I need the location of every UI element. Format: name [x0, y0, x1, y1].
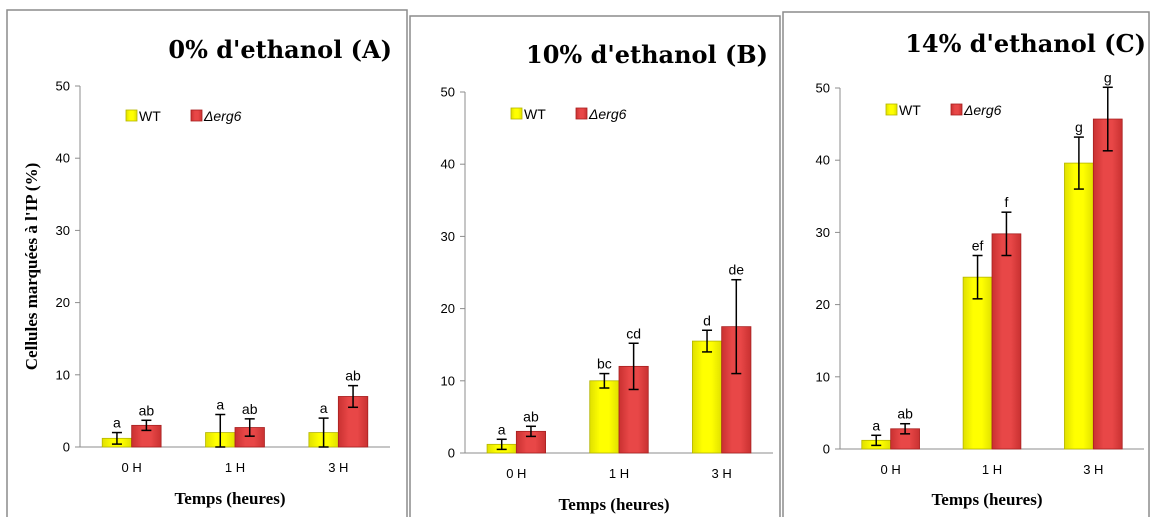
x-axis-title: Temps (heures): [932, 490, 1043, 509]
legend-label-erg6: Δerg6: [588, 106, 627, 122]
legend-swatch-erg6: [190, 109, 203, 122]
chart-panel-c: 14% d'ethanol (C) 0 10 20 30 40 50 Temps (heure…: [782, 11, 1150, 517]
legend-swatch-wt: [125, 109, 138, 122]
significance-label: d: [703, 312, 711, 328]
legend-label-wt: WT: [899, 102, 921, 118]
significance-label: a: [216, 397, 224, 413]
significance-label: ab: [897, 406, 913, 422]
y-tick-label: 20: [816, 297, 830, 312]
bar-wt: [1064, 162, 1094, 450]
x-tick-label: 1 H: [609, 466, 629, 481]
legend: WT Δerg6: [885, 102, 1002, 118]
y-tick-label: 40: [56, 151, 70, 166]
significance-label: cd: [626, 325, 641, 341]
significance-label: g: [1075, 119, 1083, 135]
legend-label-erg6: Δerg6: [963, 102, 1002, 118]
chart-panel-a: 0% d'ethanol (A) 0 10 20 30 40 50 Cellules marq…: [6, 9, 408, 517]
significance-label: g: [1104, 69, 1112, 85]
x-tick-label: 0 H: [881, 462, 901, 477]
bar-wt: [962, 276, 993, 450]
legend-label-wt: WT: [524, 106, 546, 122]
y-tick-label: 20: [56, 295, 70, 310]
legend-swatch-erg6: [575, 107, 588, 120]
y-tick-label: 30: [816, 225, 830, 240]
legend-label-wt: WT: [139, 108, 161, 124]
bar-erg6: [991, 233, 1022, 450]
y-tick-label: 50: [56, 79, 70, 94]
panel-title: 0% d'ethanol (A): [168, 35, 392, 64]
y-tick-label: 10: [56, 367, 70, 382]
x-tick-label: 3 H: [328, 460, 348, 475]
panel-title: 10% d'ethanol (B): [526, 40, 768, 69]
panel-frame: [6, 9, 408, 517]
y-tick-label: 0: [448, 446, 455, 461]
y-tick-label: 10: [816, 369, 830, 384]
panel-frame: [409, 15, 781, 517]
y-tick-label: 30: [56, 223, 70, 238]
legend-label-erg6: Δerg6: [203, 108, 242, 124]
significance-label: a: [320, 400, 328, 416]
x-tick-label: 3 H: [1083, 462, 1103, 477]
significance-label: ab: [523, 408, 539, 424]
y-tick-label: 50: [441, 85, 455, 100]
chart-panel-b: 10% d'ethanol (B) 0 10 20 30 40 50 Temps (heure…: [409, 15, 781, 517]
significance-label: ab: [242, 401, 258, 417]
significance-label: ab: [139, 402, 155, 418]
legend: WT Δerg6: [125, 108, 242, 124]
legend-swatch-erg6: [950, 103, 963, 116]
y-tick-label: 10: [441, 373, 455, 388]
y-tick-label: 50: [816, 81, 830, 96]
x-tick-label: 0 H: [506, 466, 526, 481]
significance-label: bc: [597, 356, 612, 372]
x-tick-label: 3 H: [712, 466, 732, 481]
significance-label: ef: [972, 238, 984, 254]
y-tick-label: 0: [823, 442, 830, 457]
x-axis-title: Temps (heures): [559, 495, 670, 514]
y-tick-label: 20: [441, 301, 455, 316]
y-tick-label: 0: [63, 440, 70, 455]
x-tick-label: 1 H: [982, 462, 1002, 477]
bar-wt: [589, 380, 620, 454]
x-tick-label: 0 H: [122, 460, 142, 475]
y-tick-label: 40: [816, 153, 830, 168]
x-tick-label: 1 H: [225, 460, 245, 475]
y-axis-title: Cellules marquées à l'IP (%): [22, 163, 41, 370]
y-tick-label: 40: [441, 157, 455, 172]
y-tick-label: 30: [441, 229, 455, 244]
panel-frame: [782, 11, 1150, 517]
legend-swatch-wt: [885, 103, 898, 116]
x-axis-title: Temps (heures): [175, 489, 286, 508]
significance-label: a: [872, 417, 880, 433]
significance-label: a: [498, 421, 506, 437]
bar-erg6: [1092, 118, 1123, 450]
significance-label: de: [729, 262, 745, 278]
legend-swatch-wt: [510, 107, 523, 120]
significance-label: a: [113, 415, 121, 431]
bar-wt: [692, 340, 723, 454]
panel-title: 14% d'ethanol (C): [905, 29, 1146, 58]
significance-label: f: [1004, 194, 1008, 210]
significance-label: ab: [345, 368, 361, 384]
legend: WT Δerg6: [510, 106, 627, 122]
